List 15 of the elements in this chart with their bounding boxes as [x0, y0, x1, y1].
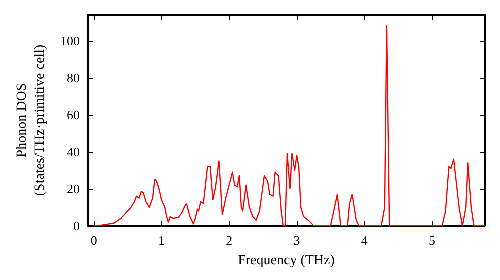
y-tick-label: 40 — [67, 144, 80, 160]
y-tick-label: 100 — [60, 33, 80, 48]
line-series — [93, 26, 486, 227]
y-tick-label: 20 — [67, 181, 80, 196]
x-tick-label: 3 — [294, 233, 300, 248]
y-tick-label: 80 — [67, 70, 80, 86]
x-axis-title: Frequency (THz) — [238, 254, 336, 268]
y-tick-label: 60 — [67, 107, 80, 122]
y-axis-title: Phonon DOS (States/THz·primitive cell) — [15, 44, 48, 196]
x-tick-label: 4 — [361, 233, 368, 248]
x-tick-label: 5 — [428, 233, 436, 248]
x-tick-label: 2 — [226, 233, 233, 248]
x-tick-label: 0 — [90, 233, 98, 248]
y-tick-label: 0 — [74, 218, 80, 234]
x-tick-label: 1 — [158, 233, 165, 248]
